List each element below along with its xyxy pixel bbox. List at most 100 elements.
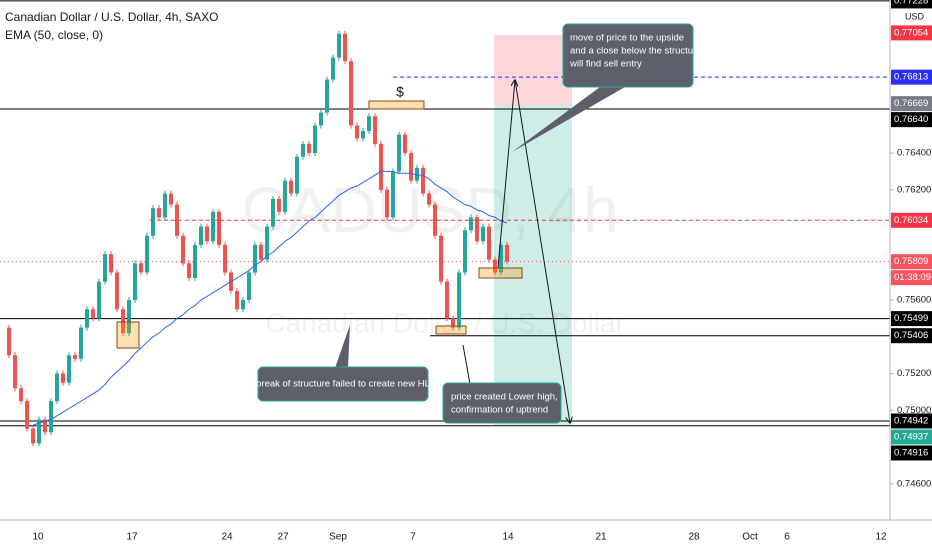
callout-text: break of structure failed to create new …: [256, 379, 430, 390]
candle: [313, 125, 317, 154]
price-tag: [891, 25, 932, 41]
indicator-label: EMA (50, close, 0): [5, 28, 103, 42]
candle: [223, 244, 227, 273]
y-tick-label: 0.75000: [897, 405, 931, 416]
price-tag-label: 0.74937: [894, 431, 928, 442]
callout-text: move of price to the upside: [570, 33, 684, 44]
price-tag-label: 0.76669: [894, 98, 928, 109]
price-tag-label: 0.75809: [894, 256, 928, 267]
candle: [157, 208, 161, 218]
callout-text: and a close below the structure.: [570, 46, 704, 57]
candle: [367, 116, 371, 132]
candle: [127, 300, 131, 334]
candle: [379, 143, 383, 190]
candle: [79, 327, 83, 359]
price-tag: [891, 311, 932, 327]
price-tag: [891, 69, 932, 85]
candle: [325, 79, 329, 113]
candle: [205, 226, 209, 242]
candle: [181, 235, 185, 264]
stop-zone: [494, 35, 572, 105]
candle: [265, 226, 269, 260]
x-tick-label: 6: [784, 532, 790, 543]
candle: [43, 419, 47, 433]
candle: [373, 116, 377, 144]
candle: [145, 235, 149, 273]
candle: [319, 112, 323, 126]
x-tick-label: 12: [875, 532, 887, 543]
candle: [139, 263, 143, 273]
x-tick-label: 21: [595, 532, 607, 543]
callout-text: confirmation of uptrend: [451, 405, 548, 416]
x-tick-label: 24: [221, 532, 233, 543]
price-tag-label: 0.75499: [894, 313, 928, 324]
candle: [199, 226, 203, 245]
candle: [7, 327, 11, 356]
candle: [259, 244, 263, 260]
x-tick-label: 14: [502, 532, 514, 543]
candle: [277, 198, 281, 212]
arrow: [497, 80, 515, 269]
candle: [493, 259, 497, 273]
candle: [217, 211, 221, 245]
price-tag-label: 0.76034: [894, 215, 928, 226]
candle: [505, 244, 509, 262]
candle: [25, 401, 29, 429]
watermark: CADUSD, 4h: [242, 174, 619, 246]
price-tag: [891, 254, 932, 270]
candle: [439, 235, 443, 282]
candle: [133, 263, 137, 301]
candle: [103, 254, 107, 282]
callout-box: [562, 23, 694, 88]
candle: [91, 309, 95, 319]
candle: [487, 226, 491, 260]
price-tag: [891, 112, 932, 128]
callout-box: [257, 366, 429, 402]
candle: [283, 180, 287, 212]
target-zone: [494, 105, 572, 425]
candle: [31, 428, 35, 444]
y-tick-label: 0.76400: [897, 148, 931, 159]
candle: [289, 180, 293, 194]
highlight-box: [368, 100, 425, 110]
countdown-tag: [891, 270, 932, 286]
candle: [97, 281, 101, 319]
highlight-box: [116, 321, 140, 349]
candle: [175, 204, 179, 236]
candle: [55, 373, 59, 402]
price-tag-label: 0.77228: [894, 0, 928, 6]
candle: [421, 167, 425, 194]
candle: [73, 355, 77, 359]
price-tag-label: 0.77054: [894, 27, 928, 38]
candle: [409, 153, 413, 181]
price-tag: [891, 0, 932, 9]
candle: [445, 281, 449, 319]
arrow: [514, 79, 570, 423]
currency-label: USD: [905, 11, 925, 21]
candle: [211, 211, 215, 242]
candle: [301, 143, 305, 157]
candle: [253, 244, 257, 273]
candle: [295, 156, 299, 194]
dollar-label: $: [396, 84, 404, 100]
y-tick-label: 0.75200: [897, 368, 931, 379]
candle: [349, 61, 353, 126]
candle: [397, 134, 401, 172]
candle: [427, 193, 431, 205]
candle: [361, 131, 365, 139]
candle: [67, 355, 71, 383]
x-tick-label: 7: [410, 532, 416, 543]
countdown: 01:38:09: [894, 272, 931, 283]
price-tag-label: 0.74916: [894, 447, 928, 458]
candle: [241, 300, 245, 310]
candle: [271, 198, 275, 227]
candle: [415, 167, 419, 181]
candle: [13, 355, 17, 389]
candle: [247, 272, 251, 301]
price-tag-label: 0.76813: [894, 72, 928, 83]
candle: [457, 272, 461, 328]
candle: [85, 309, 89, 328]
candle: [193, 244, 197, 279]
candle: [307, 143, 311, 154]
candle: [337, 33, 341, 58]
